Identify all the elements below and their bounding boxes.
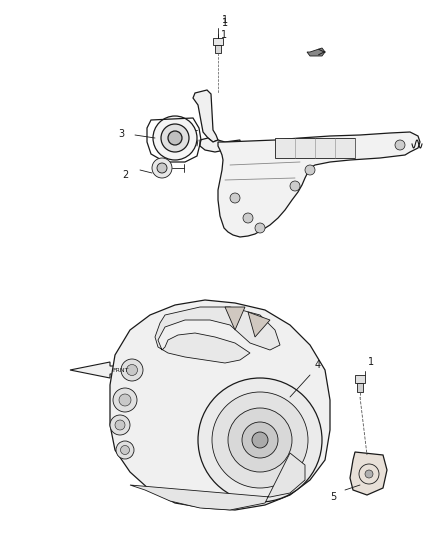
- Circle shape: [113, 388, 137, 412]
- Text: 1: 1: [222, 15, 228, 25]
- Circle shape: [365, 470, 373, 478]
- Circle shape: [243, 213, 253, 223]
- Text: 4: 4: [315, 360, 321, 370]
- Circle shape: [255, 223, 265, 233]
- Polygon shape: [70, 362, 132, 378]
- Circle shape: [116, 441, 134, 459]
- Circle shape: [168, 131, 182, 145]
- Circle shape: [228, 408, 292, 472]
- Circle shape: [115, 420, 125, 430]
- Bar: [275, 138, 355, 158]
- Text: 2: 2: [122, 170, 128, 180]
- Text: FRNT: FRNT: [113, 367, 129, 373]
- Polygon shape: [200, 138, 240, 152]
- Circle shape: [305, 165, 315, 175]
- Bar: [357, 383, 363, 392]
- Circle shape: [120, 446, 130, 455]
- Circle shape: [121, 359, 143, 381]
- Bar: [213, 38, 223, 45]
- Circle shape: [242, 422, 278, 458]
- Polygon shape: [307, 48, 325, 56]
- Text: 1: 1: [222, 18, 228, 28]
- Polygon shape: [218, 132, 420, 237]
- Circle shape: [127, 365, 138, 376]
- Circle shape: [230, 193, 240, 203]
- Circle shape: [212, 392, 308, 488]
- Circle shape: [152, 158, 172, 178]
- Polygon shape: [193, 90, 218, 142]
- Text: 5: 5: [330, 492, 336, 502]
- Circle shape: [157, 163, 167, 173]
- Circle shape: [395, 140, 405, 150]
- Circle shape: [119, 394, 131, 406]
- Polygon shape: [155, 307, 280, 363]
- Circle shape: [110, 415, 130, 435]
- Polygon shape: [130, 453, 305, 510]
- Circle shape: [252, 432, 268, 448]
- Bar: [215, 45, 221, 53]
- Circle shape: [198, 378, 322, 502]
- Circle shape: [153, 116, 197, 160]
- Bar: [355, 375, 365, 383]
- Polygon shape: [225, 307, 245, 330]
- Text: 3: 3: [118, 129, 124, 139]
- Text: 1: 1: [221, 30, 227, 40]
- Polygon shape: [350, 452, 387, 495]
- Circle shape: [161, 124, 189, 152]
- Polygon shape: [110, 300, 330, 510]
- Text: 1: 1: [368, 357, 374, 367]
- Polygon shape: [248, 312, 270, 337]
- Circle shape: [290, 181, 300, 191]
